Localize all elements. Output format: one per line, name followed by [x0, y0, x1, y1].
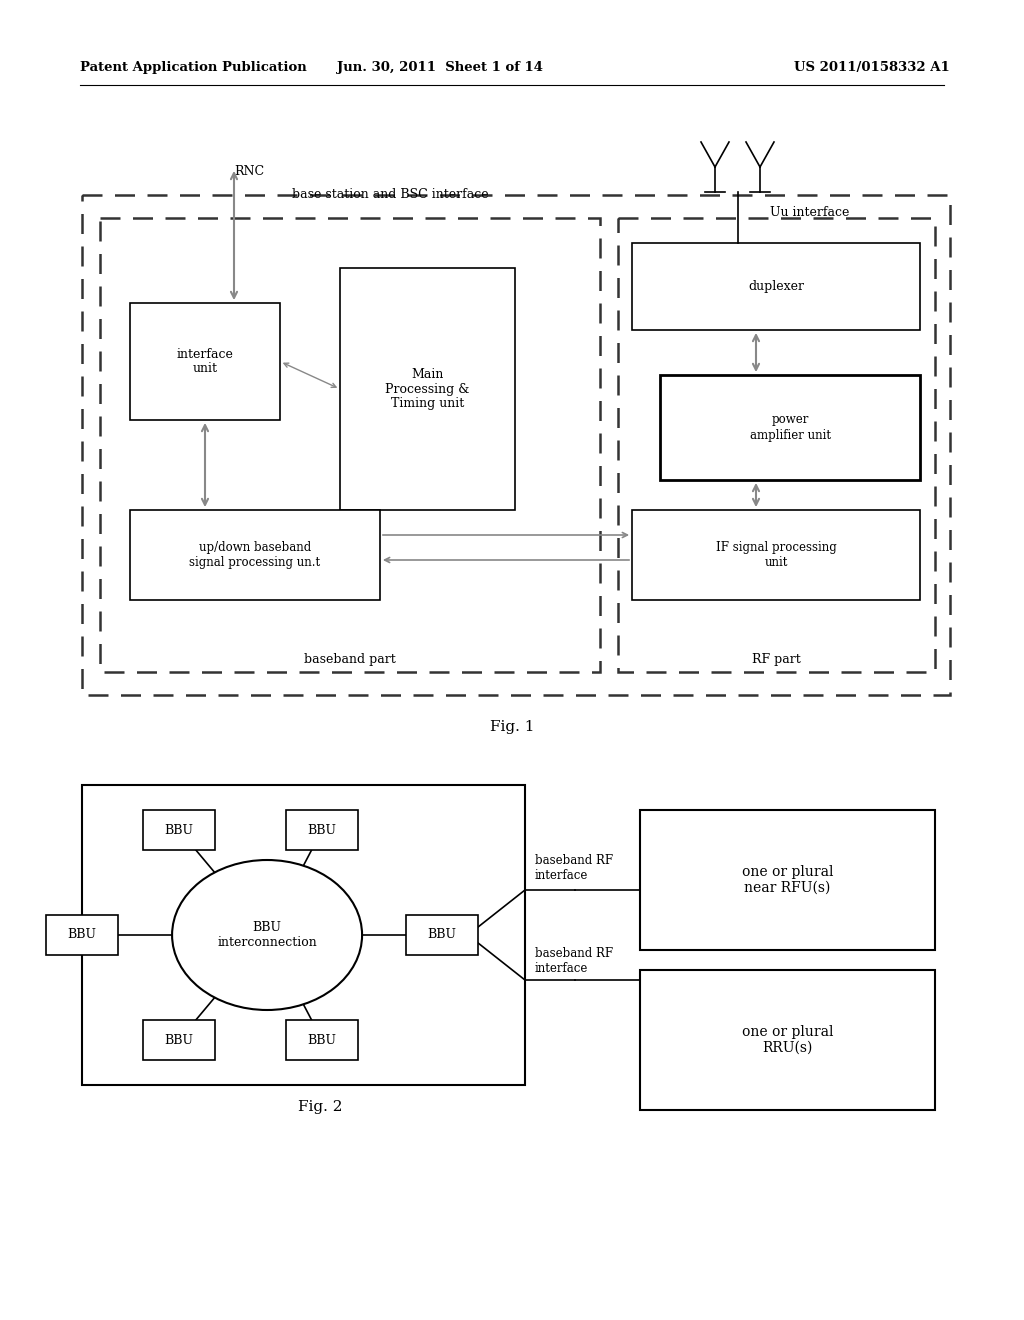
Text: BBU: BBU	[68, 928, 96, 941]
Text: one or plural
near RFU(s): one or plural near RFU(s)	[741, 865, 834, 895]
FancyBboxPatch shape	[143, 1020, 215, 1060]
Text: power
amplifier unit: power amplifier unit	[750, 413, 830, 441]
FancyBboxPatch shape	[407, 915, 478, 954]
Text: BBU: BBU	[165, 1034, 194, 1047]
Text: Fig. 1: Fig. 1	[489, 719, 535, 734]
Text: baseband RF
interface: baseband RF interface	[535, 946, 613, 975]
FancyBboxPatch shape	[286, 810, 358, 850]
Ellipse shape	[172, 861, 362, 1010]
FancyBboxPatch shape	[632, 510, 920, 601]
Text: baseband part: baseband part	[304, 653, 396, 667]
FancyBboxPatch shape	[130, 304, 280, 420]
Text: one or plural
RRU(s): one or plural RRU(s)	[741, 1024, 834, 1055]
Text: up/down baseband
signal processing un.t: up/down baseband signal processing un.t	[189, 541, 321, 569]
FancyBboxPatch shape	[82, 785, 525, 1085]
Text: BBU: BBU	[428, 928, 457, 941]
Text: RNC: RNC	[234, 165, 264, 178]
FancyBboxPatch shape	[46, 915, 118, 954]
Text: Patent Application Publication: Patent Application Publication	[80, 62, 307, 74]
FancyBboxPatch shape	[286, 1020, 358, 1060]
FancyBboxPatch shape	[640, 970, 935, 1110]
FancyBboxPatch shape	[130, 510, 380, 601]
FancyBboxPatch shape	[632, 243, 920, 330]
Text: Main
Processing &
Timing unit: Main Processing & Timing unit	[385, 367, 470, 411]
Text: duplexer: duplexer	[748, 280, 804, 293]
Text: Uu interface: Uu interface	[770, 206, 849, 219]
Text: RF part: RF part	[752, 653, 801, 667]
FancyBboxPatch shape	[82, 195, 950, 696]
FancyBboxPatch shape	[340, 268, 515, 510]
Text: US 2011/0158332 A1: US 2011/0158332 A1	[795, 62, 950, 74]
Text: interface
unit: interface unit	[176, 347, 233, 375]
FancyBboxPatch shape	[143, 810, 215, 850]
Text: base station and BSC interface: base station and BSC interface	[292, 189, 488, 202]
FancyBboxPatch shape	[640, 810, 935, 950]
Text: BBU
interconnection: BBU interconnection	[217, 921, 317, 949]
FancyBboxPatch shape	[618, 218, 935, 672]
FancyBboxPatch shape	[660, 375, 920, 480]
Text: BBU: BBU	[307, 824, 337, 837]
Text: Fig. 2: Fig. 2	[298, 1100, 342, 1114]
Text: BBU: BBU	[307, 1034, 337, 1047]
Text: baseband RF
interface: baseband RF interface	[535, 854, 613, 882]
Text: Jun. 30, 2011  Sheet 1 of 14: Jun. 30, 2011 Sheet 1 of 14	[337, 62, 543, 74]
FancyBboxPatch shape	[100, 218, 600, 672]
Text: IF signal processing
unit: IF signal processing unit	[716, 541, 837, 569]
Text: BBU: BBU	[165, 824, 194, 837]
